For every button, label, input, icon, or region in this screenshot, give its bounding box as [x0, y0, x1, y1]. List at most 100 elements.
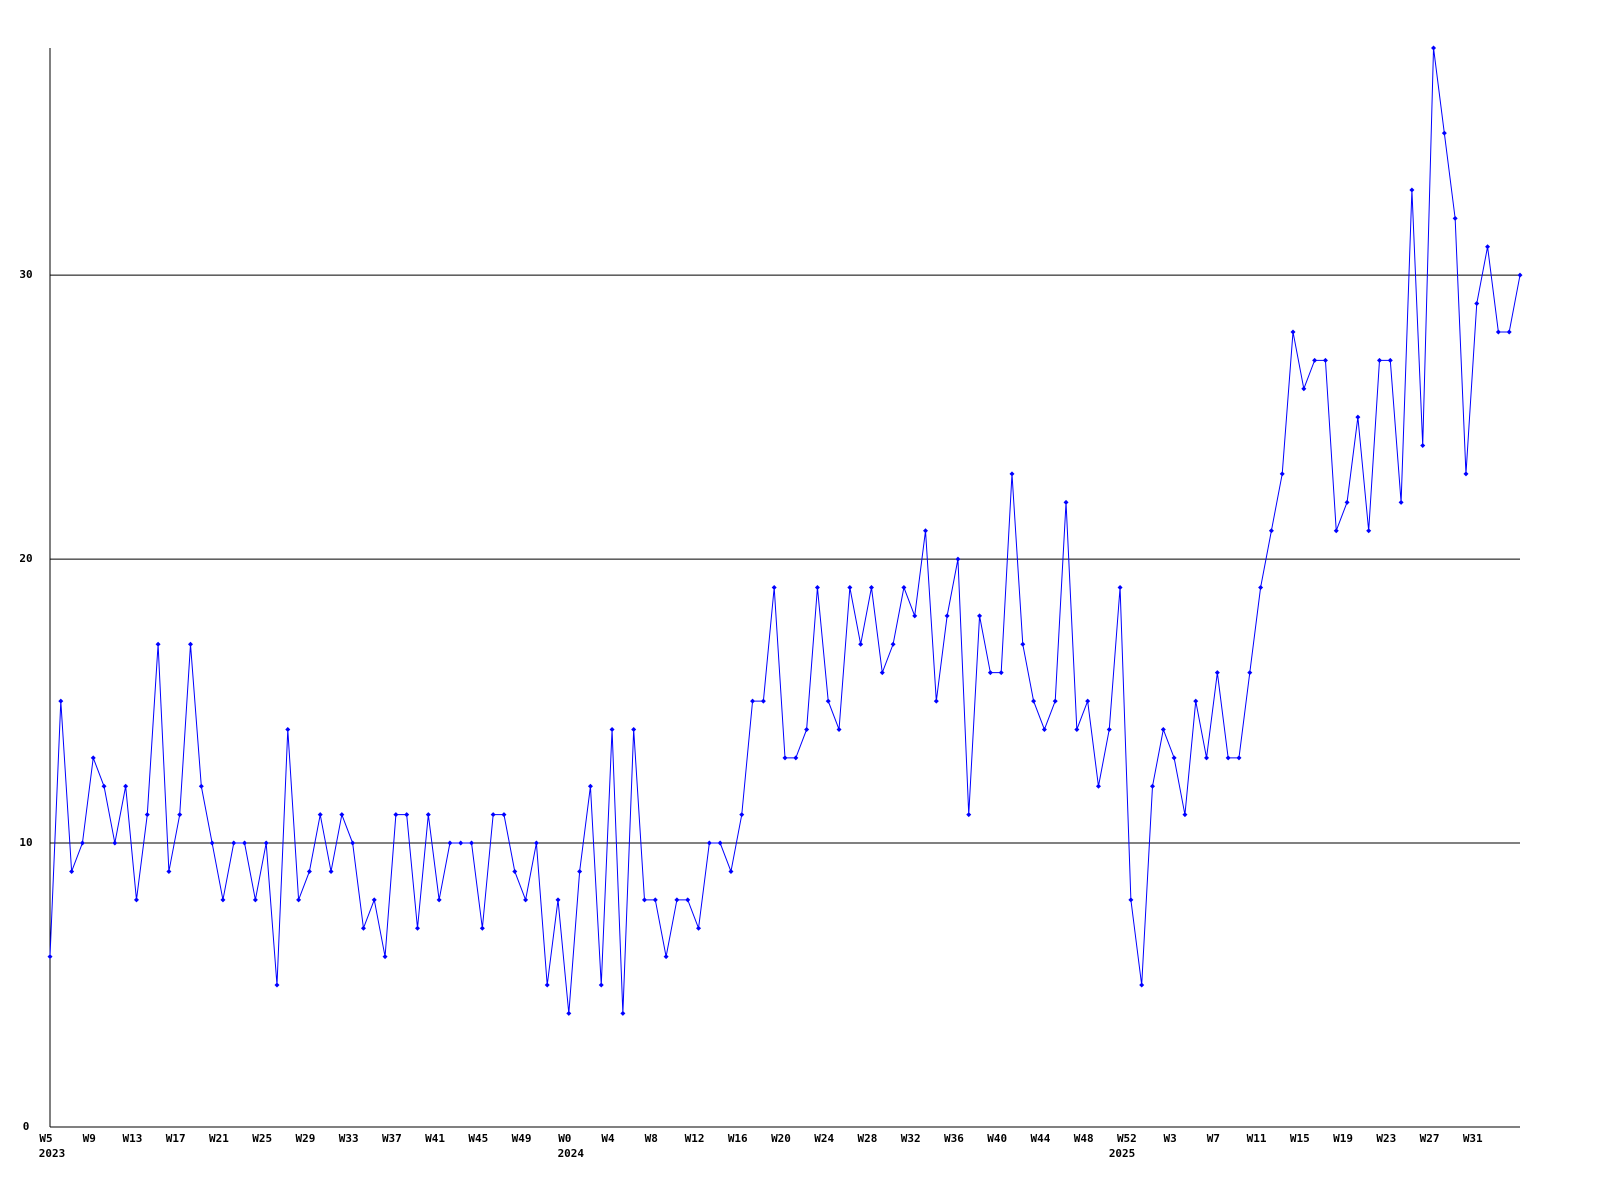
data-point [1085, 698, 1091, 704]
data-point [231, 840, 237, 846]
data-point [1431, 45, 1437, 51]
data-point [469, 840, 475, 846]
data-point [966, 812, 972, 818]
data-point [620, 1010, 626, 1016]
data-point [1376, 357, 1382, 363]
data-point [1160, 726, 1166, 732]
data-point [382, 954, 388, 960]
data-point [814, 585, 820, 590]
data-point [609, 726, 615, 732]
data-point [1247, 670, 1253, 676]
data-point [728, 868, 734, 874]
y-tick-label: 20 [19, 552, 32, 565]
x-tick-label: W31 [1463, 1132, 1483, 1145]
data-point [90, 755, 96, 761]
data-point [1063, 499, 1069, 505]
data-point [1204, 755, 1210, 761]
data-point [890, 641, 896, 647]
data-point [242, 840, 248, 846]
y-tick-label: 10 [19, 836, 32, 849]
x-tick-label: W7 [1207, 1132, 1220, 1145]
data-point [1366, 528, 1372, 534]
data-point [652, 897, 658, 903]
data-point [598, 982, 604, 988]
data-point [1214, 670, 1220, 676]
data-point [479, 925, 485, 931]
data-point [739, 812, 745, 818]
data-point [1171, 755, 1177, 761]
x-tick-label: W24 [814, 1132, 834, 1145]
data-point [847, 585, 853, 590]
data-point [1485, 244, 1491, 250]
x-tick-label: W41 [425, 1132, 445, 1145]
x-tick-label: W4 [601, 1132, 615, 1145]
data-point [760, 698, 766, 704]
x-tick-label: W45 [468, 1132, 488, 1145]
data-point [1041, 726, 1047, 732]
data-point [371, 897, 377, 903]
x-tick-label: W17 [166, 1132, 186, 1145]
data-point [641, 897, 647, 903]
data-point [998, 670, 1004, 676]
data-point [252, 897, 258, 903]
data-point [123, 783, 129, 789]
data-point [1009, 471, 1015, 477]
x-tick-label: W21 [209, 1132, 229, 1145]
x-tick-label: W5 [39, 1132, 52, 1145]
x-tick-label: W9 [83, 1132, 96, 1145]
data-point [771, 585, 777, 590]
x-tick-label: W3 [1163, 1132, 1176, 1145]
data-point [533, 840, 539, 846]
data-point [112, 840, 118, 846]
data-point [933, 698, 939, 704]
data-point [1236, 755, 1242, 761]
data-point [47, 954, 53, 960]
data-point [1517, 272, 1523, 278]
data-point [1474, 301, 1480, 307]
x-tick-label: W29 [295, 1132, 315, 1145]
data-point [1495, 329, 1501, 335]
data-point [1268, 528, 1274, 534]
data-point [977, 613, 983, 619]
data-point [825, 698, 831, 704]
data-point [1355, 414, 1361, 420]
data-point [79, 840, 85, 846]
data-point [1052, 698, 1058, 704]
year-label: 2023 [39, 1147, 66, 1160]
data-point [1398, 499, 1404, 505]
data-point [1225, 755, 1231, 761]
data-point [306, 868, 312, 874]
data-point [523, 897, 529, 903]
data-point [696, 925, 702, 931]
data-point [1463, 471, 1469, 477]
data-point [1074, 726, 1080, 732]
data-point [555, 897, 561, 903]
data-point [1193, 698, 1199, 704]
data-point [901, 585, 907, 590]
x-tick-label: W32 [901, 1132, 921, 1145]
data-point [1452, 215, 1458, 221]
data-point [317, 812, 323, 818]
x-tick-label: W20 [771, 1132, 791, 1145]
data-point [717, 840, 723, 846]
data-point [685, 897, 691, 903]
data-point [436, 897, 442, 903]
data-point [69, 868, 75, 874]
data-point [1139, 982, 1145, 988]
data-point [804, 726, 810, 732]
data-point [133, 897, 139, 903]
data-point [1128, 897, 1134, 903]
data-point [1420, 443, 1426, 449]
data-point [663, 954, 669, 960]
x-tick-label: W49 [512, 1132, 532, 1145]
data-point [1387, 357, 1393, 363]
data-point [1409, 187, 1415, 193]
x-tick-label: W37 [382, 1132, 402, 1145]
x-tick-label: W16 [728, 1132, 748, 1145]
data-point [166, 868, 172, 874]
x-tick-label: W19 [1333, 1132, 1353, 1145]
data-point [360, 925, 366, 931]
data-point [987, 670, 993, 676]
data-point [944, 613, 950, 619]
